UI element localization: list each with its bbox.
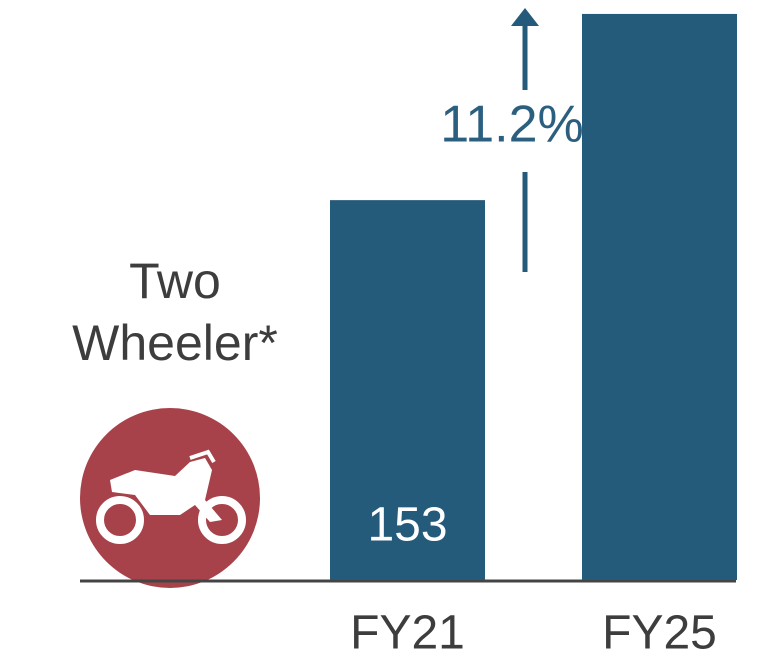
- growth-arrow: [511, 8, 539, 272]
- data-label: 153: [367, 499, 447, 552]
- bar: [582, 13, 737, 581]
- motorcycle-icon: [80, 408, 260, 588]
- annotation: 11.2%: [440, 96, 584, 154]
- bar: [330, 200, 485, 580]
- chart-title: Two Wheeler*: [72, 253, 278, 371]
- x-tick-label: FY25: [602, 607, 717, 660]
- x-tick-label: FY21: [350, 607, 465, 660]
